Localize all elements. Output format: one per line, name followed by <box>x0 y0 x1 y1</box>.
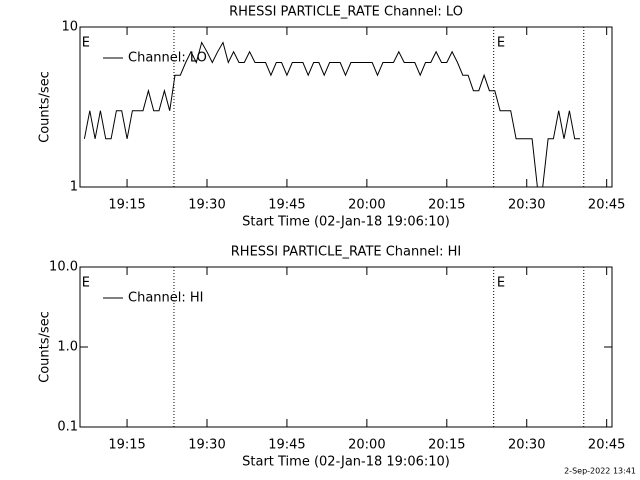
x-tick-label: 20:15 <box>428 198 465 213</box>
x-tick-label: 20:15 <box>428 438 465 453</box>
y-tick-label: 1.0 <box>57 340 78 355</box>
x-tick-label: 20:00 <box>348 438 385 453</box>
x-axis-label: Start Time (02-Jan-18 19:06:10) <box>242 215 450 230</box>
x-tick-label: 19:30 <box>188 438 225 453</box>
x-tick-label: 19:45 <box>268 198 305 213</box>
legend-label: Channel: LO <box>128 51 207 66</box>
y-tick-label: 1 <box>70 180 78 195</box>
y-tick-label: 0.1 <box>57 420 78 435</box>
x-tick-label: 20:45 <box>588 438 625 453</box>
x-tick-label: 19:15 <box>108 438 145 453</box>
y-tick-label: 10.0 <box>49 260 78 275</box>
x-tick-label: 20:00 <box>348 198 385 213</box>
plot-frame <box>79 26 613 188</box>
x-tick-label: 20:30 <box>508 438 545 453</box>
chart-title: RHESSI PARTICLE_RATE Channel: HI <box>231 245 461 260</box>
x-tick-label: 19:45 <box>268 438 305 453</box>
x-tick-label: 20:45 <box>588 198 625 213</box>
legend-label: Channel: HI <box>128 291 204 306</box>
x-tick-label: 19:15 <box>108 198 145 213</box>
y-axis-label: Counts/sec <box>38 71 53 143</box>
event-label: E <box>82 36 90 51</box>
event-label: E <box>497 36 505 51</box>
x-axis-label: Start Time (02-Jan-18 19:06:10) <box>242 455 450 470</box>
x-tick-label: 19:30 <box>188 198 225 213</box>
chart-title: RHESSI PARTICLE_RATE Channel: LO <box>229 5 463 20</box>
event-label: E <box>497 276 505 291</box>
event-label: E <box>82 276 90 291</box>
footer: 2-Sep-2022 13:41 <box>564 467 636 476</box>
y-tick-label: 10 <box>61 20 78 35</box>
y-axis-label: Counts/sec <box>38 311 53 383</box>
x-tick-label: 20:30 <box>508 198 545 213</box>
data-line <box>83 41 580 188</box>
